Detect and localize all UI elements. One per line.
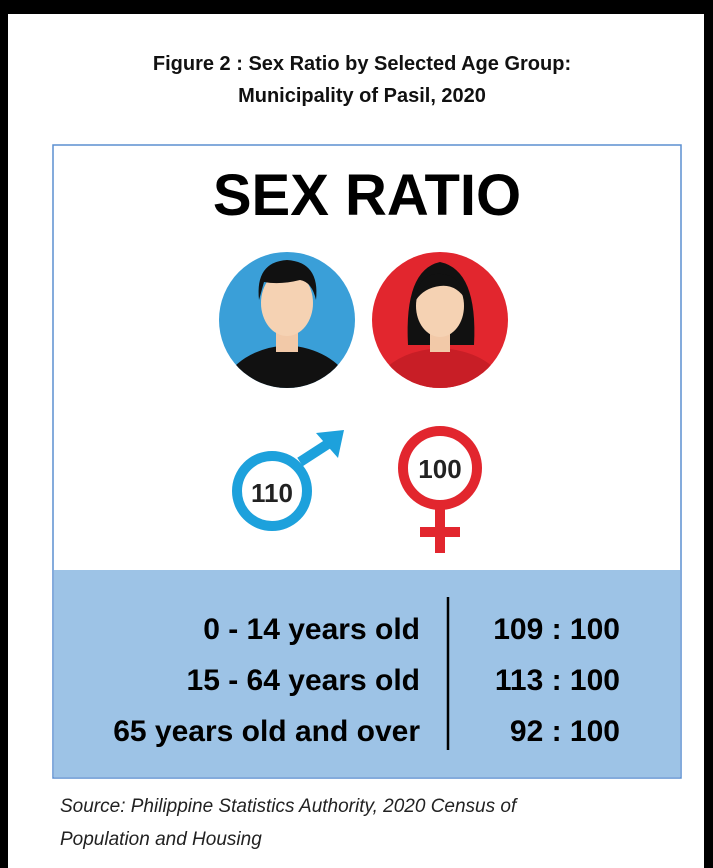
male-ratio: 110	[251, 478, 293, 508]
male-symbol	[232, 430, 344, 531]
title-line: Municipality of Pasil, 2020	[238, 85, 486, 107]
female-avatar	[372, 252, 508, 388]
sex-ratio: 113 : 100	[495, 664, 620, 697]
age-group: 0 - 14 years old	[203, 613, 420, 646]
table-band	[54, 570, 680, 777]
sex-ratio: 92 : 100	[510, 715, 620, 748]
age-group: 65 years old and over	[113, 715, 420, 748]
headline: SEX RATIO	[213, 163, 521, 228]
female-ratio: 100	[418, 454, 461, 484]
source-line: Population and Housing	[60, 829, 262, 850]
female-symbol	[398, 426, 482, 553]
source-line: Source: Philippine Statistics Authority,…	[60, 796, 518, 817]
sex-ratio: 109 : 100	[493, 613, 620, 646]
age-group: 15 - 64 years old	[187, 664, 420, 697]
title-line: Figure 2 : Sex Ratio by Selected Age Gro…	[153, 53, 571, 75]
